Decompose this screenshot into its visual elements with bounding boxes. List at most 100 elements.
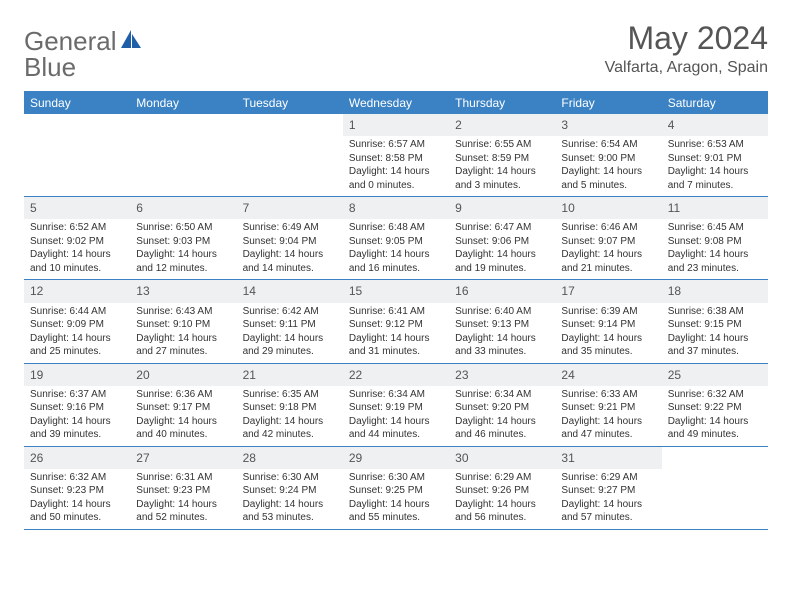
- daylight-line: Daylight: 14 hours and 49 minutes.: [668, 415, 762, 442]
- sunrise-line: Sunrise: 6:41 AM: [349, 305, 443, 319]
- day-cell: 31Sunrise: 6:29 AMSunset: 9:27 PMDayligh…: [555, 447, 661, 529]
- sunrise-line: Sunrise: 6:52 AM: [30, 221, 124, 235]
- empty-cell: .: [662, 447, 768, 529]
- sunrise-line: Sunrise: 6:45 AM: [668, 221, 762, 235]
- sunrise-line: Sunrise: 6:31 AM: [136, 471, 230, 485]
- day-cell: 23Sunrise: 6:34 AMSunset: 9:20 PMDayligh…: [449, 364, 555, 446]
- empty-cell: .: [237, 114, 343, 196]
- sunrise-line: Sunrise: 6:29 AM: [455, 471, 549, 485]
- day-details: Sunrise: 6:29 AMSunset: 9:26 PMDaylight:…: [449, 471, 555, 529]
- day-details: Sunrise: 6:30 AMSunset: 9:25 PMDaylight:…: [343, 471, 449, 529]
- sunset-line: Sunset: 9:12 PM: [349, 318, 443, 332]
- day-number: 4: [662, 114, 768, 136]
- day-details: Sunrise: 6:57 AMSunset: 8:58 PMDaylight:…: [343, 138, 449, 196]
- sunset-line: Sunset: 9:07 PM: [561, 235, 655, 249]
- daylight-line: Daylight: 14 hours and 25 minutes.: [30, 332, 124, 359]
- sunrise-line: Sunrise: 6:38 AM: [668, 305, 762, 319]
- empty-cell: .: [130, 114, 236, 196]
- daylight-line: Daylight: 14 hours and 33 minutes.: [455, 332, 549, 359]
- sunset-line: Sunset: 9:11 PM: [243, 318, 337, 332]
- daylight-line: Daylight: 14 hours and 53 minutes.: [243, 498, 337, 525]
- day-cell: 8Sunrise: 6:48 AMSunset: 9:05 PMDaylight…: [343, 197, 449, 279]
- sunset-line: Sunset: 8:59 PM: [455, 152, 549, 166]
- day-details: Sunrise: 6:50 AMSunset: 9:03 PMDaylight:…: [130, 221, 236, 279]
- daylight-line: Daylight: 14 hours and 31 minutes.: [349, 332, 443, 359]
- day-cell: 6Sunrise: 6:50 AMSunset: 9:03 PMDaylight…: [130, 197, 236, 279]
- day-number: 3: [555, 114, 661, 136]
- sunset-line: Sunset: 9:10 PM: [136, 318, 230, 332]
- day-number: 16: [449, 280, 555, 302]
- location: Valfarta, Aragon, Spain: [605, 59, 768, 77]
- day-number: 21: [237, 364, 343, 386]
- daylight-line: Daylight: 14 hours and 57 minutes.: [561, 498, 655, 525]
- sunrise-line: Sunrise: 6:53 AM: [668, 138, 762, 152]
- day-cell: 24Sunrise: 6:33 AMSunset: 9:21 PMDayligh…: [555, 364, 661, 446]
- day-details: Sunrise: 6:42 AMSunset: 9:11 PMDaylight:…: [237, 305, 343, 363]
- daylight-line: Daylight: 14 hours and 7 minutes.: [668, 165, 762, 192]
- day-details: Sunrise: 6:37 AMSunset: 9:16 PMDaylight:…: [24, 388, 130, 446]
- day-header-cell: Saturday: [662, 92, 768, 114]
- sunrise-line: Sunrise: 6:29 AM: [561, 471, 655, 485]
- day-cell: 25Sunrise: 6:32 AMSunset: 9:22 PMDayligh…: [662, 364, 768, 446]
- sunrise-line: Sunrise: 6:49 AM: [243, 221, 337, 235]
- week-row: 19Sunrise: 6:37 AMSunset: 9:16 PMDayligh…: [24, 364, 768, 447]
- title-block: May 2024 Valfarta, Aragon, Spain: [605, 20, 768, 77]
- day-number: 13: [130, 280, 236, 302]
- day-cell: 26Sunrise: 6:32 AMSunset: 9:23 PMDayligh…: [24, 447, 130, 529]
- sunrise-line: Sunrise: 6:30 AM: [243, 471, 337, 485]
- sunrise-line: Sunrise: 6:50 AM: [136, 221, 230, 235]
- day-cell: 18Sunrise: 6:38 AMSunset: 9:15 PMDayligh…: [662, 280, 768, 362]
- day-number: 24: [555, 364, 661, 386]
- daylight-line: Daylight: 14 hours and 5 minutes.: [561, 165, 655, 192]
- daylight-line: Daylight: 14 hours and 37 minutes.: [668, 332, 762, 359]
- daylight-line: Daylight: 14 hours and 40 minutes.: [136, 415, 230, 442]
- sunset-line: Sunset: 9:08 PM: [668, 235, 762, 249]
- header: General May 2024 Valfarta, Aragon, Spain: [24, 20, 768, 77]
- day-header-cell: Thursday: [449, 92, 555, 114]
- daylight-line: Daylight: 14 hours and 44 minutes.: [349, 415, 443, 442]
- sunset-line: Sunset: 9:14 PM: [561, 318, 655, 332]
- daylight-line: Daylight: 14 hours and 39 minutes.: [30, 415, 124, 442]
- day-details: Sunrise: 6:45 AMSunset: 9:08 PMDaylight:…: [662, 221, 768, 279]
- day-number: 1: [343, 114, 449, 136]
- sunset-line: Sunset: 9:15 PM: [668, 318, 762, 332]
- day-details: Sunrise: 6:48 AMSunset: 9:05 PMDaylight:…: [343, 221, 449, 279]
- day-cell: 7Sunrise: 6:49 AMSunset: 9:04 PMDaylight…: [237, 197, 343, 279]
- day-number: 28: [237, 447, 343, 469]
- week-row: ...1Sunrise: 6:57 AMSunset: 8:58 PMDayli…: [24, 114, 768, 197]
- daylight-line: Daylight: 14 hours and 52 minutes.: [136, 498, 230, 525]
- sunrise-line: Sunrise: 6:34 AM: [349, 388, 443, 402]
- daylight-line: Daylight: 14 hours and 19 minutes.: [455, 248, 549, 275]
- day-details: Sunrise: 6:41 AMSunset: 9:12 PMDaylight:…: [343, 305, 449, 363]
- day-cell: 9Sunrise: 6:47 AMSunset: 9:06 PMDaylight…: [449, 197, 555, 279]
- sunrise-line: Sunrise: 6:44 AM: [30, 305, 124, 319]
- day-cell: 2Sunrise: 6:55 AMSunset: 8:59 PMDaylight…: [449, 114, 555, 196]
- daylight-line: Daylight: 14 hours and 3 minutes.: [455, 165, 549, 192]
- sunset-line: Sunset: 9:20 PM: [455, 401, 549, 415]
- day-cell: 16Sunrise: 6:40 AMSunset: 9:13 PMDayligh…: [449, 280, 555, 362]
- sunset-line: Sunset: 9:25 PM: [349, 484, 443, 498]
- sunrise-line: Sunrise: 6:32 AM: [668, 388, 762, 402]
- sunset-line: Sunset: 9:01 PM: [668, 152, 762, 166]
- daylight-line: Daylight: 14 hours and 42 minutes.: [243, 415, 337, 442]
- day-number: 9: [449, 197, 555, 219]
- day-cell: 20Sunrise: 6:36 AMSunset: 9:17 PMDayligh…: [130, 364, 236, 446]
- day-details: Sunrise: 6:43 AMSunset: 9:10 PMDaylight:…: [130, 305, 236, 363]
- sunset-line: Sunset: 9:19 PM: [349, 401, 443, 415]
- sunset-line: Sunset: 9:21 PM: [561, 401, 655, 415]
- day-number: 25: [662, 364, 768, 386]
- day-number: 29: [343, 447, 449, 469]
- sunrise-line: Sunrise: 6:34 AM: [455, 388, 549, 402]
- daylight-line: Daylight: 14 hours and 12 minutes.: [136, 248, 230, 275]
- day-number: 6: [130, 197, 236, 219]
- sunset-line: Sunset: 9:18 PM: [243, 401, 337, 415]
- daylight-line: Daylight: 14 hours and 27 minutes.: [136, 332, 230, 359]
- day-number: 8: [343, 197, 449, 219]
- sunrise-line: Sunrise: 6:39 AM: [561, 305, 655, 319]
- day-header-cell: Wednesday: [343, 92, 449, 114]
- day-number: 15: [343, 280, 449, 302]
- day-details: Sunrise: 6:30 AMSunset: 9:24 PMDaylight:…: [237, 471, 343, 529]
- sunrise-line: Sunrise: 6:36 AM: [136, 388, 230, 402]
- day-number: 2: [449, 114, 555, 136]
- daylight-line: Daylight: 14 hours and 14 minutes.: [243, 248, 337, 275]
